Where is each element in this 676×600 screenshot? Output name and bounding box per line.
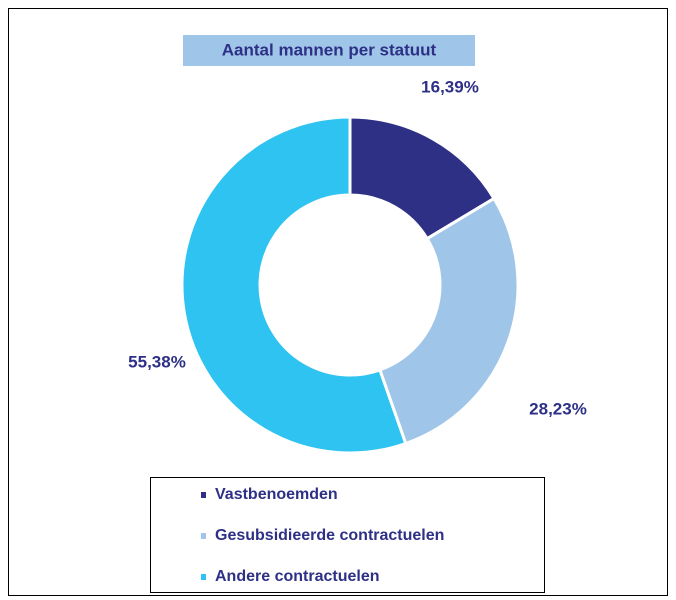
legend-label: Andere contractuelen [215,568,379,585]
data-label: 16,39% [421,77,479,96]
legend-label: Vastbenoemden [215,486,338,503]
legend-box [150,477,545,593]
donut-slice [377,196,520,446]
legend-marker [201,574,206,580]
chart-title: Aantal mannen per statuut [222,40,437,59]
legend-label: Gesubsidieerde contractuelen [215,527,444,544]
data-label: 55,38% [128,352,186,371]
title-box [183,35,475,66]
data-label: 28,23% [529,399,587,418]
donut-slice [180,115,408,455]
legend-marker [201,492,206,498]
legend-marker [201,533,206,539]
donut-slice [348,115,497,241]
